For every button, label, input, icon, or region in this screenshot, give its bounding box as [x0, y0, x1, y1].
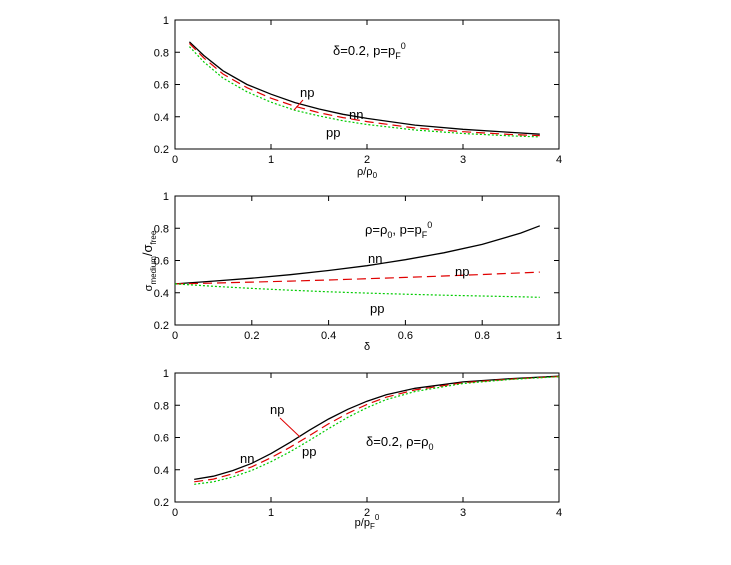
y-tick-label: 1 — [163, 368, 169, 380]
y-tick-label: 0.4 — [154, 112, 169, 124]
series-line-nn — [188, 41, 540, 135]
series-line-np — [174, 271, 540, 285]
panel-3: 0 1 2 3 4 0.2 0.4 0.6 0.8 1 δ=0.2, ρ=ρ0 np nn pp… — [154, 368, 562, 531]
y-tick-label: 0.2 — [154, 320, 169, 332]
panel-1-frame — [174, 19, 560, 150]
x-tick-label: 0 — [172, 154, 178, 166]
panel-3-series-label-nn: nn — [240, 451, 254, 466]
x-tick-label: 0.4 — [321, 330, 336, 342]
panel-1-yticks: 0.2 0.4 0.6 0.8 1 — [154, 15, 559, 156]
panel-2-xlabel: δ — [364, 341, 370, 353]
series-line-nn — [174, 225, 541, 285]
panel-1: 0 1 2 3 4 0.2 0.4 0.6 0.8 1 δ=0.2, p=pF0 np nn p… — [154, 15, 562, 180]
panel-2-yticks: 0.2 0.4 0.6 0.8 1 — [154, 191, 559, 332]
panel-1-series — [188, 41, 540, 138]
y-tick-label: 0.4 — [154, 288, 169, 300]
panel-1-annotation: δ=0.2, p=pF0 — [333, 41, 406, 61]
series-line-pp — [188, 46, 540, 138]
panel-1-xlabel: ρ/ρ0 — [357, 166, 378, 180]
panel-2-series — [174, 225, 541, 298]
panel-3-yticks: 0.2 0.4 0.6 0.8 1 — [154, 368, 559, 509]
y-tick-label: 0.4 — [154, 465, 169, 477]
panel-2-annotation: ρ=ρ0, p=pF0 — [365, 220, 432, 240]
panel-1-series-label-nn: nn — [349, 107, 363, 122]
y-tick-label: 0.8 — [154, 47, 169, 59]
panel-3-xticks: 0 1 2 3 4 — [172, 373, 562, 519]
series-line-np — [188, 42, 540, 137]
x-tick-label: 1 — [556, 330, 562, 342]
x-tick-label: 0.8 — [475, 330, 490, 342]
x-tick-label: 0 — [172, 507, 178, 519]
x-tick-label: 1 — [268, 154, 274, 166]
panel-1-np-pointer — [293, 99, 304, 111]
y-tick-label: 0.6 — [154, 80, 169, 92]
x-tick-label: 2 — [364, 154, 370, 166]
y-tick-label: 1 — [163, 15, 169, 27]
x-tick-label: 0 — [172, 330, 178, 342]
series-line-pp — [194, 376, 560, 485]
panel-2-series-label-pp: pp — [370, 301, 384, 316]
y-tick-label: 0.6 — [154, 433, 169, 445]
panel-2-frame — [174, 195, 560, 326]
y-tick-label: 0.6 — [154, 256, 169, 268]
x-tick-label: 3 — [460, 507, 466, 519]
panel-2-series-label-np: np — [455, 264, 469, 279]
y-tick-label: 1 — [163, 191, 169, 203]
x-tick-label: 2 — [364, 507, 370, 519]
x-tick-label: 0.6 — [398, 330, 413, 342]
x-tick-label: 4 — [556, 507, 562, 519]
panel-3-series-label-np: np — [270, 402, 284, 417]
panel-2-xticks: 0 0.2 0.4 0.6 0.8 1 — [172, 196, 562, 342]
panel-1-xticks: 0 1 2 3 4 — [172, 20, 562, 166]
y-tick-label: 0.8 — [154, 400, 169, 412]
y-tick-label: 0.2 — [154, 497, 169, 509]
series-line-pp — [174, 283, 540, 298]
x-tick-label: 3 — [460, 154, 466, 166]
x-tick-label: 0.2 — [244, 330, 259, 342]
panel-2-ylabel: σmedium/σfree — [140, 230, 158, 291]
panel-1-series-label-pp: pp — [326, 125, 340, 140]
panel-2: 0 0.2 0.4 0.6 0.8 1 0.20.40.60.81 ρ=ρ0, p=pF0… — [140, 191, 562, 353]
x-tick-label: 1 — [268, 507, 274, 519]
y-tick-label: 0.8 — [154, 223, 169, 235]
panel-3-np-pointer — [279, 417, 301, 438]
panel-1-series-label-np: np — [300, 85, 314, 100]
series-line-nn — [194, 375, 560, 481]
y-tick-label: 0.2 — [154, 144, 169, 156]
panel-3-series — [194, 375, 560, 485]
x-tick-label: 4 — [556, 154, 562, 166]
panel-3-annotation: δ=0.2, ρ=ρ0 — [366, 434, 434, 452]
panel-3-series-label-pp: pp — [302, 444, 316, 459]
series-line-np — [194, 375, 560, 483]
panel-2-series-label-nn: nn — [368, 251, 382, 266]
